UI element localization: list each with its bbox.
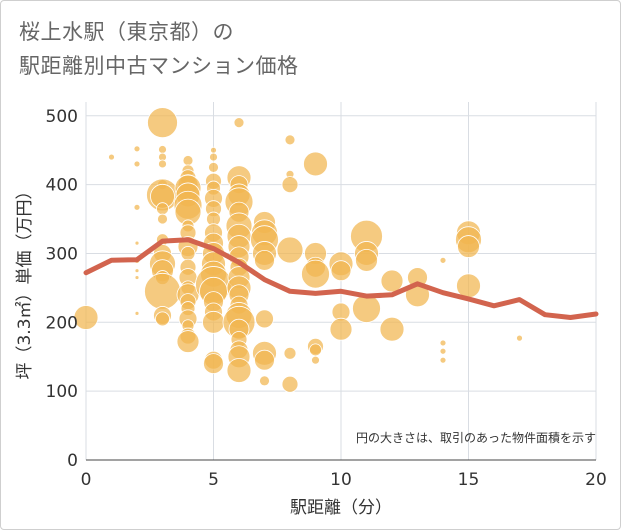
bubble-point (158, 159, 167, 169)
bubble-point (108, 153, 115, 161)
trend-line (83, 237, 599, 320)
y-tick-label: 400 (46, 176, 78, 196)
y-tick-label: 300 (46, 244, 78, 264)
bubble-point (311, 355, 320, 365)
bubble-point (439, 256, 447, 264)
bubble-point (134, 268, 140, 274)
bubble-point (329, 317, 353, 341)
bubble-point (330, 260, 352, 282)
bubble-point (255, 309, 274, 329)
bubble-point (355, 248, 378, 272)
bubble-point (134, 310, 140, 316)
bubble-point (73, 305, 99, 330)
bubble-point (155, 311, 170, 327)
x-axis-label: 駅距離（分） (290, 498, 392, 518)
bubble-point (134, 240, 140, 246)
bubble-point (456, 273, 481, 299)
chart-title: 桜上水駅（東京都）の 駅距離別中古マンション価格 (19, 15, 299, 83)
bubble-point (147, 107, 178, 139)
x-axis-ticks: 0 5 10 15 20 (81, 470, 607, 490)
bubble-point (439, 356, 447, 364)
bubble-point (303, 151, 328, 177)
bubble-point (439, 347, 447, 355)
bubble-point (208, 162, 219, 173)
bubble-point (284, 134, 296, 146)
bubble-point (176, 330, 200, 353)
bubble-point (457, 235, 480, 258)
chart-title-line2: 駅距離別中古マンション価格 (19, 54, 299, 78)
bubble-point (283, 346, 297, 360)
x-tick-label: 0 (81, 470, 92, 490)
bubble-point (133, 145, 141, 153)
bubble-size-note: 円の大きさは、取引のあった物件面積を示す (356, 430, 596, 445)
bubble-point (180, 246, 196, 261)
x-tick-label: 5 (208, 470, 219, 490)
bubble-point (309, 343, 322, 357)
bubble-point (516, 334, 523, 342)
y-tick-label: 200 (46, 313, 78, 333)
bubble-point (209, 152, 218, 162)
bubble-point (144, 272, 181, 310)
y-tick-label: 0 (67, 451, 78, 471)
bubble-point (276, 236, 304, 264)
bubble-point (156, 202, 169, 216)
bubble-point (134, 275, 140, 280)
y-tick-label: 500 (46, 107, 78, 127)
x-tick-label: 10 (330, 470, 352, 490)
y-axis-ticks: 0 100 200 300 400 500 (46, 107, 78, 471)
bubble-series (73, 107, 523, 393)
bubble-point (157, 213, 168, 225)
bubble-point (379, 316, 405, 342)
bubble-point (281, 375, 299, 393)
bubble-point (352, 294, 381, 323)
bubble-point (133, 160, 141, 168)
bubble-point (158, 145, 167, 154)
bubble-point (203, 353, 224, 375)
bubble-point (226, 358, 252, 383)
x-tick-label: 15 (458, 470, 480, 490)
chart-title-line1: 桜上水駅（東京都）の (19, 20, 234, 44)
bubble-point (133, 203, 141, 211)
y-tick-label: 100 (46, 382, 78, 402)
bubble-point (202, 310, 225, 334)
bubble-point (380, 269, 404, 293)
bubble-point (254, 349, 275, 371)
bubble-point (233, 117, 245, 129)
bubble-point (210, 146, 217, 154)
bubble-point (301, 259, 330, 289)
bubble-point (259, 375, 270, 387)
bubble-point (281, 176, 299, 194)
x-tick-label: 20 (585, 470, 607, 490)
bubble-point (439, 339, 447, 347)
y-axis-label: 坪（3.3㎡）単価（万円） (15, 182, 35, 379)
bubble-point (182, 155, 194, 166)
bubble-point (254, 249, 275, 271)
